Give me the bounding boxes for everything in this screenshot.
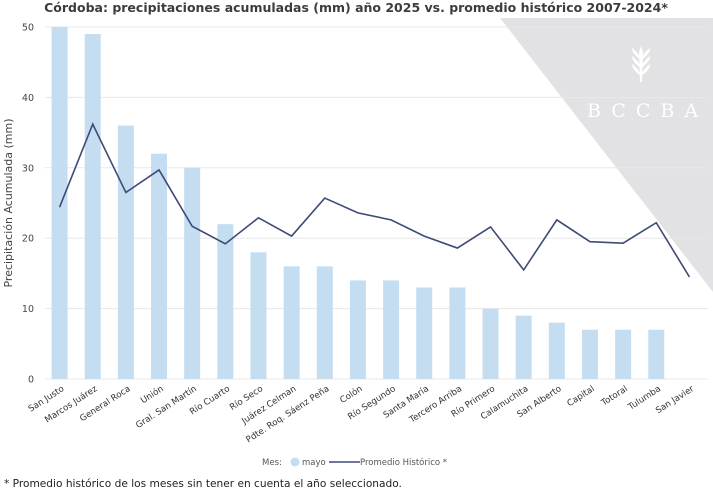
legend-title: Mes: bbox=[262, 458, 282, 468]
bar[interactable] bbox=[515, 315, 532, 379]
bar[interactable] bbox=[217, 224, 234, 379]
line-point[interactable] bbox=[256, 216, 260, 220]
line-point[interactable] bbox=[555, 218, 559, 222]
bar[interactable] bbox=[548, 322, 565, 379]
legend-marker-mayo bbox=[290, 457, 300, 467]
line-point[interactable] bbox=[687, 275, 691, 279]
bar[interactable] bbox=[51, 27, 68, 379]
bar[interactable] bbox=[482, 308, 499, 379]
bar[interactable] bbox=[615, 329, 632, 379]
line-point[interactable] bbox=[157, 168, 161, 172]
bar[interactable] bbox=[349, 280, 366, 379]
bar[interactable] bbox=[84, 34, 101, 379]
line-point[interactable] bbox=[654, 221, 658, 225]
line-point[interactable] bbox=[323, 196, 327, 200]
line-point[interactable] bbox=[588, 240, 592, 244]
bar[interactable] bbox=[151, 153, 168, 379]
line-point[interactable] bbox=[124, 190, 128, 194]
bar[interactable] bbox=[416, 287, 433, 379]
bar[interactable] bbox=[449, 287, 466, 379]
line-point[interactable] bbox=[455, 246, 459, 250]
line-point[interactable] bbox=[489, 225, 493, 229]
y-tick-label: 10 bbox=[22, 304, 34, 315]
line-point[interactable] bbox=[190, 224, 194, 228]
y-tick-label: 40 bbox=[22, 93, 34, 104]
line-path bbox=[58, 122, 691, 278]
bar[interactable] bbox=[383, 280, 400, 379]
y-tick-label: 50 bbox=[22, 23, 34, 34]
x-tick-label: San Javier bbox=[654, 384, 696, 416]
bar[interactable] bbox=[117, 125, 134, 379]
y-tick-label: 20 bbox=[22, 234, 34, 245]
legend-label-promedio[interactable]: Promedio Histórico * bbox=[360, 457, 447, 468]
line-point[interactable] bbox=[522, 268, 526, 272]
x-tick-label: Unión bbox=[139, 383, 166, 406]
line-point[interactable] bbox=[58, 205, 62, 209]
line-point[interactable] bbox=[356, 211, 360, 215]
line-point[interactable] bbox=[290, 234, 294, 238]
y-tick-label: 0 bbox=[28, 375, 34, 386]
x-tick-label: Totoral bbox=[599, 384, 630, 409]
line-point[interactable] bbox=[389, 218, 393, 222]
wheat-icon bbox=[632, 46, 650, 82]
bar[interactable] bbox=[581, 329, 598, 379]
legend-label-mayo[interactable]: mayo bbox=[302, 458, 326, 468]
bar[interactable] bbox=[250, 252, 267, 379]
line-point[interactable] bbox=[91, 122, 95, 126]
legend: Mes: mayo Promedio Histórico * bbox=[262, 457, 447, 468]
x-tick-label: Colón bbox=[338, 383, 365, 406]
x-tick-label: Capital bbox=[566, 384, 597, 409]
y-tick-label: 30 bbox=[22, 163, 34, 174]
watermark: BCCBA bbox=[500, 18, 713, 292]
bars bbox=[51, 27, 665, 379]
watermark-triangle bbox=[500, 18, 713, 292]
line-point[interactable] bbox=[422, 234, 426, 238]
line-point[interactable] bbox=[223, 242, 227, 246]
line-series bbox=[58, 122, 691, 279]
chart-title: Córdoba: precipitaciones acumuladas (mm)… bbox=[44, 0, 668, 15]
watermark-text: BCCBA bbox=[587, 100, 708, 122]
bar[interactable] bbox=[316, 266, 333, 379]
footnote: * Promedio histórico de los meses sin te… bbox=[4, 478, 402, 490]
y-axis-label: Precipitación Acumulada (mm) bbox=[2, 118, 15, 287]
bar[interactable] bbox=[283, 266, 300, 379]
bar[interactable] bbox=[648, 329, 665, 379]
y-axis-ticks: 0 10 20 30 40 50 bbox=[22, 23, 34, 386]
bar[interactable] bbox=[184, 167, 201, 379]
line-point[interactable] bbox=[621, 241, 625, 245]
